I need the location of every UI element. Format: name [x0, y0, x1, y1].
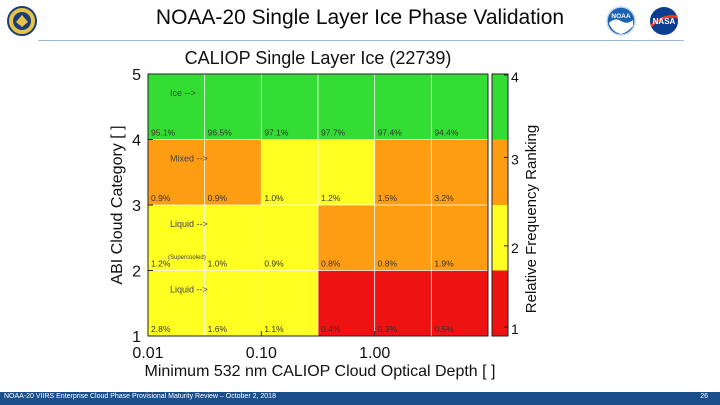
cell-value-label: 1.0% — [208, 259, 228, 269]
page-number: 26 — [700, 393, 708, 400]
row-category-label: Ice --> — [170, 88, 196, 98]
colorbar-segment — [492, 74, 508, 140]
x-axis-label: Minimum 532 nm CALIOP Cloud Optical Dept… — [145, 363, 496, 380]
cell-value-label: 1.0% — [264, 193, 284, 203]
colorbar-tick-label: 3 — [511, 151, 519, 167]
heatmap-cell — [431, 270, 488, 336]
heatmap-cell — [148, 270, 205, 336]
heatmap-cell — [204, 74, 262, 140]
cell-value-label: 0.9% — [208, 193, 228, 203]
cell-value-label: 0.9% — [151, 193, 171, 203]
noaa-logo-icon: NOAA — [606, 6, 636, 36]
colorbar-tick-label: 4 — [511, 69, 519, 85]
x-tick-label: 1.00 — [359, 345, 390, 362]
heatmap-chart: CALIOP Single Layer Ice (22739) 95.1% 96.… — [109, 48, 540, 380]
cell-value-label: 3.2% — [434, 193, 454, 203]
cell-value-label: 0.8% — [378, 259, 398, 269]
y-tick-label: 1 — [132, 329, 141, 346]
cell-value-label: 96.5% — [208, 128, 233, 138]
cell-value-label: 0.4% — [321, 324, 341, 334]
y-tick-label: 5 — [132, 67, 141, 84]
cell-value-label: 94.4% — [434, 128, 459, 138]
cell-value-label: 1.2% — [321, 193, 341, 203]
y-tick-label: 2 — [132, 264, 141, 281]
x-tick-label: 0.10 — [246, 345, 277, 362]
heatmap-cell — [431, 74, 488, 140]
cell-value-label: 0.8% — [321, 259, 341, 269]
noaa-logo-text: NOAA — [611, 13, 630, 20]
cell-value-label: 1.5% — [378, 193, 398, 203]
cell-value-label: 1.1% — [264, 324, 284, 334]
colorbar-tick-label: 2 — [511, 240, 519, 256]
title-divider — [38, 40, 684, 41]
footer-bar — [0, 392, 720, 405]
colorbar-tick-label: 1 — [511, 321, 519, 337]
cell-value-label: 0.3% — [378, 324, 398, 334]
colorbar-segment — [492, 139, 508, 205]
chart-title: CALIOP Single Layer Ice (22739) — [185, 48, 452, 68]
colorbar-frame — [491, 73, 509, 337]
colorbar-segment — [492, 270, 508, 336]
colorbar-label: Relative Frequency Ranking — [523, 125, 540, 313]
cell-value-label: 97.1% — [264, 128, 289, 138]
cell-value-label: 97.4% — [378, 128, 403, 138]
cell-value-label: 1.2% — [151, 259, 171, 269]
heatmap-cell — [148, 205, 205, 271]
cell-value-label: 1.6% — [208, 324, 228, 334]
heatmap-cell — [374, 270, 432, 336]
nasa-logo-text: NASA — [653, 17, 676, 26]
heatmap-cell — [261, 74, 318, 140]
row-category-label: Liquid --> — [170, 219, 208, 229]
heatmap-cell — [261, 270, 318, 336]
cell-value-label: 0.5% — [434, 324, 454, 334]
agency-emblem-icon — [7, 6, 37, 36]
nasa-logo-icon: NASA — [650, 7, 678, 35]
cell-value-label: 97.7% — [321, 128, 346, 138]
heatmap-cell — [261, 139, 318, 205]
heatmap-cell — [374, 139, 432, 205]
cell-value-label: 0.9% — [264, 259, 284, 269]
heatmap-cell — [204, 139, 262, 205]
heatmap-cell — [261, 205, 318, 271]
heatmap-cell — [318, 74, 375, 140]
heatmap-cell — [374, 205, 432, 271]
y-tick-label: 3 — [132, 198, 141, 215]
cell-value-label: 1.9% — [434, 259, 454, 269]
heatmap-cell — [148, 139, 205, 205]
row-category-label: Mixed --> — [170, 154, 208, 164]
cell-value-label: 95.1% — [151, 128, 176, 138]
slide-title: NOAA-20 Single Layer Ice Phase Validatio… — [155, 6, 565, 29]
heatmap-cell — [204, 205, 262, 271]
heatmap-cell — [148, 74, 205, 140]
row-sub-label: (Supercooled) — [168, 255, 206, 261]
colorbar-segment — [492, 205, 508, 271]
cell-value-label: 2.8% — [151, 324, 171, 334]
heatmap-cell — [374, 74, 432, 140]
x-tick-label: 0.01 — [132, 345, 163, 362]
heatmap-cell — [431, 139, 488, 205]
y-axis-label: ABI Cloud Category [ ] — [109, 125, 126, 284]
heatmap-cell — [318, 139, 375, 205]
heatmap-cell — [318, 270, 375, 336]
heatmap-cell — [431, 205, 488, 271]
row-category-label: Liquid --> — [170, 285, 208, 295]
y-tick-label: 4 — [132, 133, 141, 150]
heatmap-cell — [204, 270, 262, 336]
footer-text: NOAA-20 VIIRS Enterprise Cloud Phase Pro… — [4, 393, 276, 400]
heatmap-cell — [318, 205, 375, 271]
